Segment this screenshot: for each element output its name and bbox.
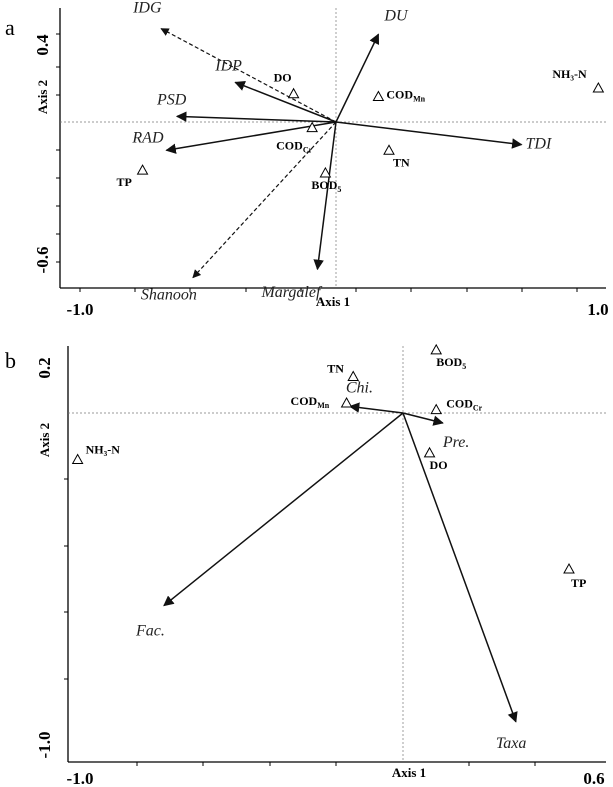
site-marker-tn xyxy=(383,144,395,155)
panel-a-sites: DO CODMn NH₃-N CODCr TN BOD5 TP xyxy=(117,67,605,194)
vector-arrow-rad xyxy=(165,121,337,154)
vector-label-pre: Pre. xyxy=(442,434,470,451)
panel-a-y-tick-min: -0.6 xyxy=(33,247,52,274)
panel-a-vectors: IDG DU IDP PSD RAD TDI Margalef Shanoon xyxy=(131,0,552,304)
vector-arrow-psd xyxy=(175,111,337,123)
site-label-bod5: BOD5 xyxy=(436,355,466,371)
panel-b-x-tick-max: 0.6 xyxy=(583,769,604,787)
panel-a-y-axis-title: Axis 2 xyxy=(35,80,50,114)
site-label-nhn: NH₃-N xyxy=(552,67,587,81)
panel-a-letter: a xyxy=(5,15,15,40)
panel-b-letter: b xyxy=(5,348,16,373)
site-label-do: DO xyxy=(430,458,448,472)
vector-arrow-du xyxy=(335,33,380,123)
panel-a-x-tick-max: 1.0 xyxy=(587,300,608,319)
site-marker-tp xyxy=(563,563,575,574)
vector-arrow-chi xyxy=(348,402,404,414)
vector-arrow-pre xyxy=(402,412,444,426)
site-label-do: DO xyxy=(274,71,292,85)
site-marker-do xyxy=(423,446,436,458)
panel-b-sites: BOD5 TN CODMn CODCr NH₃-N DO TP xyxy=(71,343,586,590)
vector-label-fac: Fac. xyxy=(135,623,165,640)
panel-b-vectors: Chi. Pre. Fac. Taxa xyxy=(135,379,526,751)
vector-arrow-margalef xyxy=(313,121,337,271)
panel-b-x-tick-min: -1.0 xyxy=(67,769,94,787)
site-marker-codcr xyxy=(430,403,443,415)
vector-label-idg: IDG xyxy=(132,0,162,17)
vector-arrow-tdi xyxy=(335,121,523,149)
site-label-tn: TN xyxy=(327,361,344,375)
site-marker-codmn xyxy=(372,90,385,102)
panel-b-y-tick-max: 0.2 xyxy=(35,357,54,378)
site-label-tp: TP xyxy=(117,175,132,189)
vector-label-psd: PSD xyxy=(156,91,187,108)
panel-a-x-tick-min: -1.0 xyxy=(67,300,94,319)
vector-label-idp: IDP xyxy=(214,57,242,74)
site-marker-tn xyxy=(347,370,360,381)
vector-label-taxa: Taxa xyxy=(496,735,527,752)
panel-b-y-tick-min: -1.0 xyxy=(35,732,54,759)
panel-b-ticks xyxy=(64,478,536,766)
site-label-tp: TP xyxy=(571,576,586,590)
panel-a-y-tick-max: 0.4 xyxy=(33,34,52,56)
site-marker-nhn xyxy=(592,82,605,93)
panel-b-x-axis-title: Axis 1 xyxy=(392,765,426,780)
vector-arrow-idp xyxy=(234,80,337,123)
vector-arrow-fac xyxy=(163,412,404,607)
site-marker-nhn xyxy=(71,453,84,464)
site-label-bod5: BOD5 xyxy=(311,178,341,194)
vector-label-shanoon: Shanoon xyxy=(141,287,197,304)
site-label-codmn: CODMn xyxy=(291,394,330,410)
site-marker-do xyxy=(287,87,300,99)
site-label-nhn: NH₃-N xyxy=(86,442,121,456)
site-marker-codcr xyxy=(306,121,318,133)
vector-label-rad: RAD xyxy=(131,129,164,146)
site-marker-bod5 xyxy=(430,343,443,355)
site-label-codcr: CODCr xyxy=(276,139,312,155)
panel-a-biplot: a -1.0 1.0 0.4 -0.6 Axis 1 Axis 2 IDG DUI… xyxy=(5,0,609,319)
vector-arrow-taxa xyxy=(402,412,518,723)
vector-arrow-idg xyxy=(160,28,337,123)
vector-arrow-shanoon xyxy=(192,121,337,279)
site-label-tn: TN xyxy=(393,155,410,169)
panel-b-biplot: b -1.0 0.6 0.2 -1.0 Axis 1 Axis 2 Chi. Pr… xyxy=(5,343,606,787)
panel-a-ticks xyxy=(56,33,578,292)
panel-a-x-axis-title: Axis 1 xyxy=(316,294,350,309)
site-marker-codmn xyxy=(340,397,353,408)
vector-label-margalef: Margalef xyxy=(260,284,323,301)
vector-label-chi: Chi. xyxy=(346,379,373,396)
site-label-codcr: CODCr xyxy=(446,397,482,413)
vector-label-du: DU xyxy=(383,7,409,24)
site-label-codmn: CODMn xyxy=(386,88,425,104)
site-marker-tp xyxy=(136,164,149,175)
vector-label-tdi: TDI xyxy=(526,136,552,153)
panel-b-y-axis-title: Axis 2 xyxy=(37,423,52,457)
site-marker-bod5 xyxy=(319,166,332,178)
